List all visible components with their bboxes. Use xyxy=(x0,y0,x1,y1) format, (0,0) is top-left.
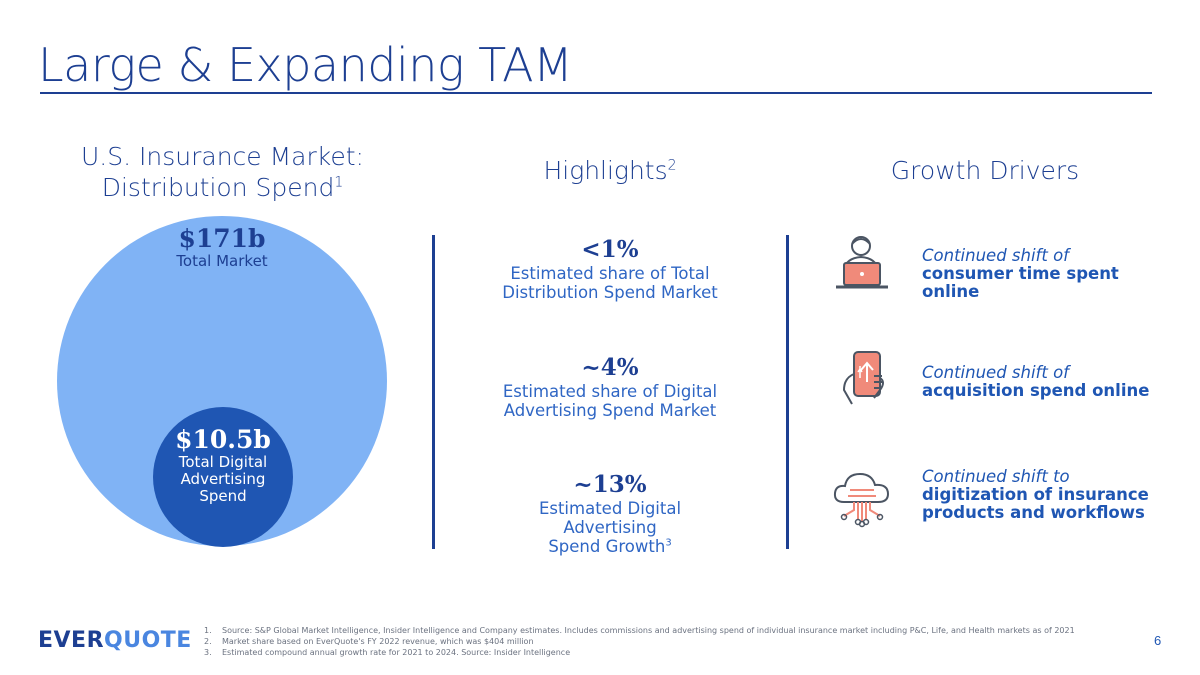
growth-driver-emphasis-line1: consumer time spent online xyxy=(922,264,1119,301)
highlight-item: ~13% Estimated Digital Advertising Spend… xyxy=(490,471,730,556)
footnote-text: Market share based on EverQuote's FY 202… xyxy=(222,637,534,646)
market-heading-footnote-ref: 1 xyxy=(334,174,344,191)
highlight-value: <1% xyxy=(581,236,639,263)
highlight-desc-line1: Estimated share of Digital xyxy=(502,382,718,401)
highlight-value: ~4% xyxy=(581,354,639,381)
highlight-desc-line1: Estimated Digital Advertising xyxy=(538,499,682,537)
market-heading-line2: Distribution Spend1 xyxy=(101,173,344,202)
growth-driver-emphasis-line1: acquisition spend online xyxy=(922,381,1150,400)
growth-driver-lead: Continued shift of xyxy=(922,363,1069,382)
total-market-value: $171b xyxy=(178,224,266,253)
total-market-label-group: $171b Total Market xyxy=(122,224,322,270)
footnote-number: 1. xyxy=(204,626,212,635)
growth-driver-emphasis-line1: digitization of insurance xyxy=(922,485,1149,504)
digital-advertising-value: $10.5b xyxy=(175,425,271,454)
logo-part2: QUOTE xyxy=(104,628,192,653)
column-divider-left xyxy=(432,235,435,549)
footnote-number: 2. xyxy=(204,637,212,646)
logo-part1: EVER xyxy=(38,628,105,653)
footnote: 1. Source: S&P Global Market Intelligenc… xyxy=(204,625,1075,636)
growth-driver-emphasis-line2: products and workflows xyxy=(922,503,1145,522)
digital-advertising-circle xyxy=(153,407,293,547)
highlight-desc-line1: Estimated share of Total xyxy=(510,264,710,283)
highlight-desc-line2: Advertising Spend Market xyxy=(503,401,717,420)
growth-driver-item: Continued shift of acquisition spend onl… xyxy=(922,364,1172,400)
growth-driver-lead: Continued shift to xyxy=(922,467,1070,486)
highlight-desc-line2: Distribution Spend Market xyxy=(502,283,718,302)
highlight-item: ~4% Estimated share of Digital Advertisi… xyxy=(490,354,730,420)
digital-advertising-label-line2: Advertising xyxy=(180,470,266,488)
everquote-logo: EVERQUOTE xyxy=(38,628,192,653)
hand-phone-icon xyxy=(842,351,884,405)
total-market-label: Total Market xyxy=(176,252,268,270)
market-heading-line1: U.S. Insurance Market: xyxy=(81,142,364,171)
highlight-item: <1% Estimated share of Total Distributio… xyxy=(490,236,730,302)
footnotes: 1. Source: S&P Global Market Intelligenc… xyxy=(204,625,1075,658)
highlights-heading-footnote-ref: 2 xyxy=(667,157,677,174)
page-title: Large & Expanding TAM xyxy=(38,38,573,92)
highlight-value: ~13% xyxy=(573,471,647,498)
market-heading: U.S. Insurance Market: Distribution Spen… xyxy=(60,141,385,203)
digital-advertising-label-group: $10.5b Total Digital Advertising Spend xyxy=(153,425,293,505)
highlight-footnote-ref: 3 xyxy=(665,537,672,549)
growth-driver-lead: Continued shift of xyxy=(922,246,1069,265)
person-laptop-icon xyxy=(836,236,888,289)
footnote-text: Source: S&P Global Market Intelligence, … xyxy=(222,626,1075,635)
page-number: 6 xyxy=(1154,633,1162,648)
growth-drivers-heading: Growth Drivers xyxy=(890,156,1080,185)
growth-driver-item: Continued shift of consumer time spent o… xyxy=(922,247,1172,301)
highlight-desc-line2: Spend Growth3 xyxy=(548,537,672,556)
title-divider xyxy=(40,92,1152,94)
footnote: 2. Market share based on EverQuote's FY … xyxy=(204,636,1075,647)
growth-driver-item: Continued shift to digitization of insur… xyxy=(922,468,1172,522)
footnote-number: 3. xyxy=(204,648,212,657)
digital-advertising-label-line3: Spend xyxy=(199,487,247,505)
cloud-network-icon xyxy=(833,472,890,528)
column-divider-right xyxy=(786,235,789,549)
footnote-text: Estimated compound annual growth rate fo… xyxy=(222,648,571,657)
digital-advertising-label-line1: Total Digital xyxy=(178,453,268,471)
footnote: 3. Estimated compound annual growth rate… xyxy=(204,647,1075,658)
highlights-heading: Highlights2 xyxy=(543,156,677,185)
